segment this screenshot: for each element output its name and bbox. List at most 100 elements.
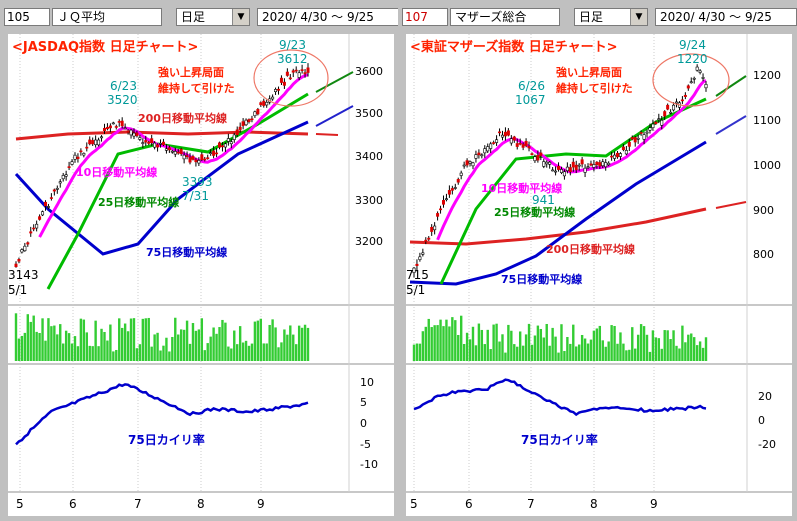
candle [627,141,631,147]
mothers-chart-svg: 5 6 7 8 9 1200 1100 1000 900 800 20 0 -20 75日カイリ率 <東証マ… [406,34,792,511]
candle [559,169,563,173]
date-range-field[interactable]: 2020/ 4/30 ～ 9/25 [655,8,797,26]
candle [568,167,572,172]
volume-bar [575,346,578,361]
volume-bar [524,334,528,361]
period-select[interactable]: 日足 ▼ [574,8,648,26]
toolbar: 105 ＪＱ平均 日足 ▼ 2020/ 4/30 ～ 9/25 [0,0,399,34]
volume-bar [645,334,649,361]
candle [167,147,171,151]
osc-line [15,383,309,446]
projection-line [715,75,747,97]
name-field[interactable]: マザーズ総合 [450,8,560,26]
volume-bar [88,345,91,361]
y-tick-label: 1100 [753,114,781,127]
period-select[interactable]: 日足 ▼ [176,8,250,26]
osc-tick-label: -5 [360,438,371,451]
code-field[interactable]: 107 [402,8,448,26]
candle [123,127,127,130]
volume-bar [109,324,112,361]
candle [642,134,646,140]
date-range-field[interactable]: 2020/ 4/30 ～ 9/25 [257,8,399,26]
candle [212,150,216,156]
candle [654,121,658,125]
volume-bar [177,334,180,361]
y-tick-label: 3600 [355,65,383,78]
candle [150,138,154,144]
volume-bar [70,343,74,361]
candle [663,111,667,117]
candle [20,249,24,253]
candle [46,206,50,208]
candle [689,81,693,84]
candle [595,161,599,165]
candle [580,159,584,165]
volume-bar [657,338,661,361]
ma200-label: 200日移動平均線 [138,111,227,125]
volume-bar [221,319,224,361]
volume-bar [297,325,301,361]
month-tick-label: 6 [69,497,77,511]
volume-bar [35,331,38,361]
volume-bar [159,350,162,361]
volume-bar [459,315,463,361]
candle [279,77,283,83]
osc-tick-label: 10 [360,376,374,389]
candle [29,231,33,234]
volume-bar [103,331,106,361]
volume-bar [436,325,439,361]
volume-bar [516,346,519,361]
volume-bar [566,336,569,361]
note-line: 維持して引けた [158,81,235,95]
volume-bar [572,324,575,361]
month-tick-label: 7 [134,497,142,511]
volume-bar [203,350,206,361]
volume-bar [212,327,215,361]
candle [624,150,628,155]
volume-bar [168,351,171,361]
candle [589,163,593,166]
candle [545,161,549,165]
volume-bar [97,346,100,361]
candle [200,154,204,160]
volume-bar [704,337,708,361]
volume-bar [631,327,634,361]
volume-bar [59,324,62,361]
volume-bar [120,327,124,361]
candle [486,146,490,152]
chevron-down-icon[interactable]: ▼ [630,9,647,25]
annotation-high-date: 9/24 [679,38,706,52]
osc-label: 75日カイリ率 [128,432,205,447]
ma10-label: 10日移動平均線 [481,181,562,195]
candle [471,162,475,167]
ma200-line [15,130,309,141]
volume-bar [197,329,201,361]
candle [303,72,307,75]
volume-bar [188,343,192,361]
ma75-label: 75日移動平均線 [501,272,582,286]
code-field[interactable]: 105 [4,8,50,26]
volume-bar [29,321,32,361]
volume-bar [418,343,422,361]
candle [194,159,198,163]
annotation-start-value: 3143 [8,268,39,282]
candle [453,187,457,189]
volume-bar [23,332,27,361]
chevron-down-icon[interactable]: ▼ [232,9,249,25]
candle [565,166,569,171]
volume-bar [218,327,221,361]
candle [153,142,157,148]
volume-bar [557,352,560,361]
chart-area: 5 6 7 8 9 3600 3500 3400 3300 3200 10 5 0 -5 -10 75日カイリ… [8,34,394,516]
volume-bar [306,327,310,361]
volume-bar [238,326,242,361]
candle [141,142,145,144]
name-field[interactable]: ＪＱ平均 [52,8,162,26]
annotation-high-value: 1220 [677,52,708,66]
volume-bar [424,326,427,361]
volume-bar [595,328,599,361]
osc-tick-label: -10 [360,458,378,471]
volume-bar [660,348,663,361]
candle [701,77,705,79]
candle [651,123,655,129]
